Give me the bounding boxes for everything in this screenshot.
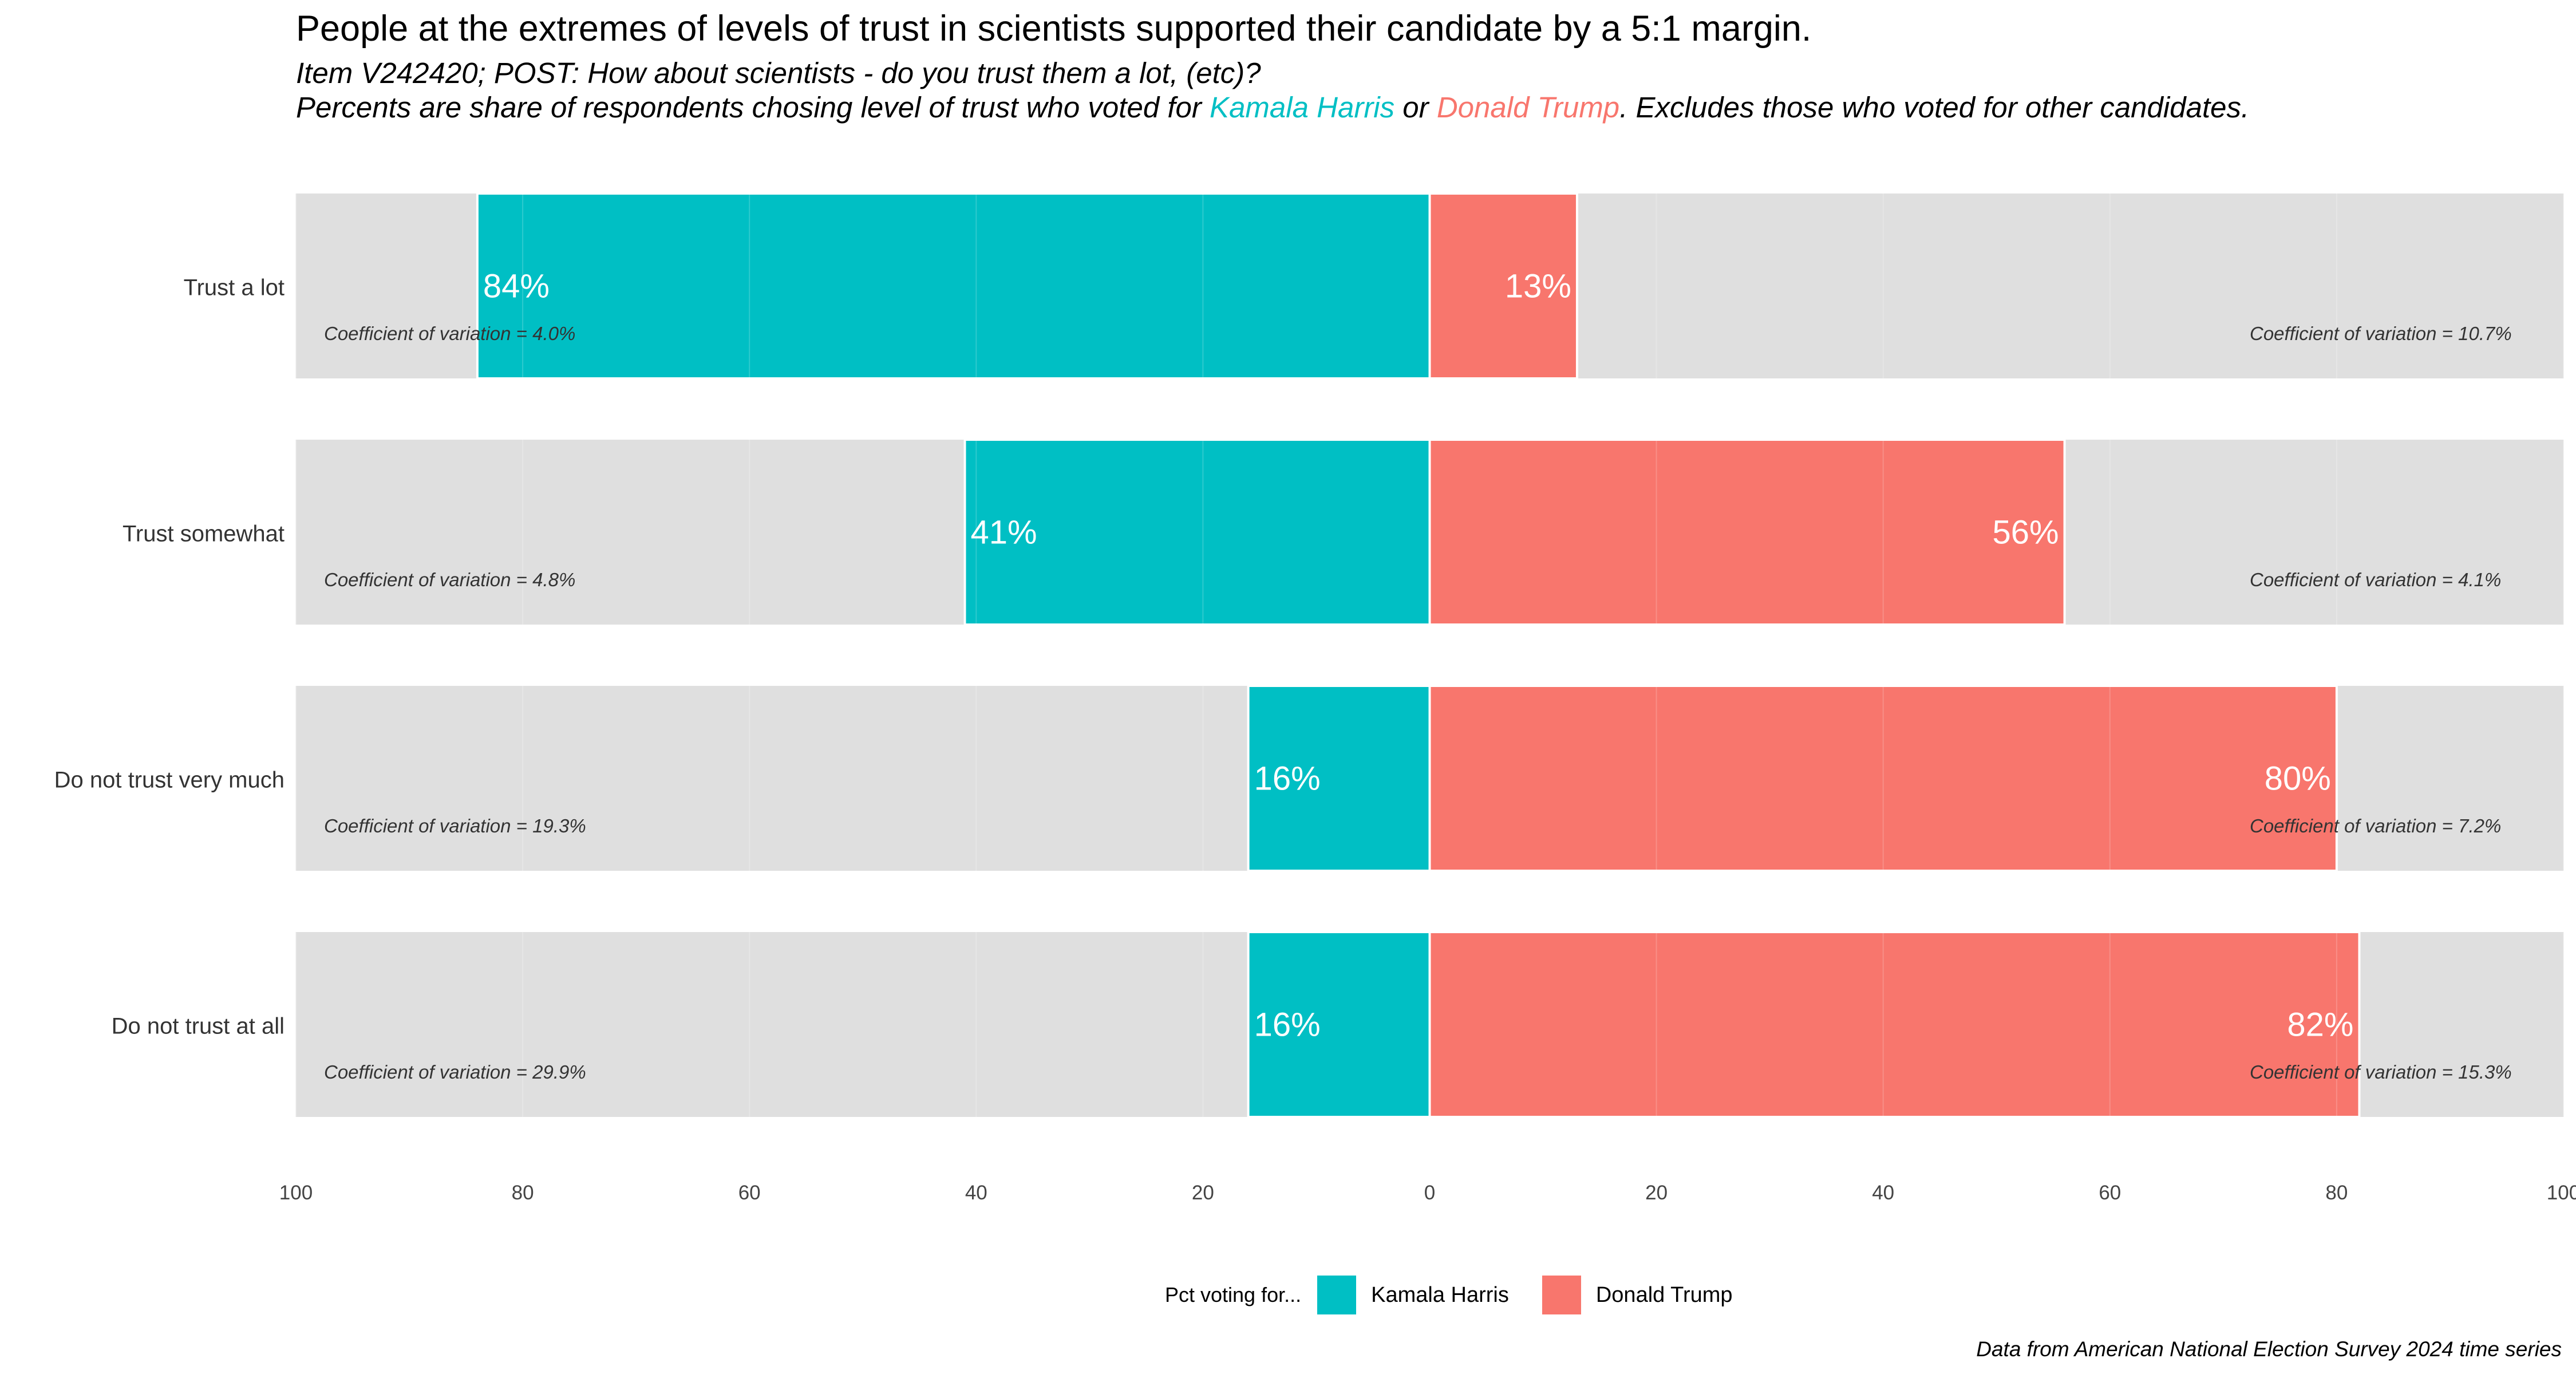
bar-harris bbox=[963, 439, 1431, 626]
subtitle-text-pre: Percents are share of respondents chosin… bbox=[296, 91, 1210, 124]
cv-annotation-trump: Coefficient of variation = 10.7% bbox=[2250, 323, 2512, 344]
category-label: Trust a lot bbox=[184, 275, 285, 301]
bar-trump bbox=[1428, 685, 2338, 872]
category-label: Do not trust at all bbox=[112, 1014, 285, 1039]
bar-harris bbox=[476, 192, 1431, 380]
x-tick-label: 20 bbox=[1192, 1182, 1214, 1204]
legend: Pct voting for... Kamala Harris Donald T… bbox=[1165, 1276, 1750, 1314]
x-tick-label: 0 bbox=[1424, 1182, 1435, 1204]
subtitle-trump-name: Donald Trump bbox=[1436, 91, 1620, 124]
cv-annotation-harris: Coefficient of variation = 4.0% bbox=[324, 323, 575, 344]
x-tick-label: 60 bbox=[2099, 1182, 2121, 1204]
cv-annotation-harris: Coefficient of variation = 4.8% bbox=[324, 569, 575, 590]
bar-trump bbox=[1428, 931, 2361, 1118]
data-label-harris: 16% bbox=[1254, 1006, 1321, 1044]
legend-title: Pct voting for... bbox=[1165, 1283, 1302, 1306]
cv-annotation-trump: Coefficient of variation = 7.2% bbox=[2250, 815, 2501, 836]
data-label-trump: 13% bbox=[1505, 268, 1571, 305]
subtitle-text-post: . Excludes those who voted for other can… bbox=[1619, 91, 2250, 124]
x-tick-label: 20 bbox=[1645, 1182, 1668, 1204]
x-tick-label: 40 bbox=[965, 1182, 987, 1204]
x-tick-label: 100 bbox=[279, 1182, 313, 1204]
x-tick-label: 80 bbox=[512, 1182, 534, 1204]
data-label-harris: 41% bbox=[970, 514, 1037, 551]
chart-subtitle-line1: Item V242420; POST: How about scientists… bbox=[296, 57, 1261, 89]
x-tick-label: 100 bbox=[2547, 1182, 2576, 1204]
diverging-bar-chart: 84% 13% Coefficient of variation = 4.0% Coe… bbox=[54, 192, 2576, 1204]
data-label-harris: 84% bbox=[483, 268, 550, 305]
legend-key-harris bbox=[1317, 1276, 1357, 1314]
subtitle-text-mid: or bbox=[1394, 91, 1437, 124]
legend-key-trump bbox=[1542, 1276, 1581, 1314]
cv-annotation-trump: Coefficient of variation = 4.1% bbox=[2250, 569, 2501, 590]
x-tick-label: 40 bbox=[1872, 1182, 1894, 1204]
cv-annotation-trump: Coefficient of variation = 15.3% bbox=[2250, 1061, 2512, 1083]
x-tick-label: 80 bbox=[2325, 1182, 2348, 1204]
bar-trump bbox=[1428, 192, 1578, 380]
data-label-harris: 16% bbox=[1254, 760, 1321, 797]
data-label-trump: 82% bbox=[2287, 1006, 2353, 1044]
bar-harris bbox=[1247, 931, 1431, 1118]
category-label: Do not trust very much bbox=[54, 768, 285, 793]
legend-label-harris: Kamala Harris bbox=[1371, 1282, 1509, 1307]
bar-trump bbox=[1428, 439, 2066, 626]
category-label: Trust somewhat bbox=[123, 522, 285, 547]
x-tick-label: 60 bbox=[738, 1182, 761, 1204]
chart-caption: Data from American National Election Sur… bbox=[1976, 1337, 2562, 1361]
subtitle-harris-name: Kamala Harris bbox=[1210, 91, 1395, 124]
cv-annotation-harris: Coefficient of variation = 19.3% bbox=[324, 815, 586, 836]
legend-label-trump: Donald Trump bbox=[1595, 1282, 1733, 1307]
bar-harris bbox=[1247, 685, 1431, 872]
data-label-trump: 80% bbox=[2265, 760, 2331, 797]
data-label-trump: 56% bbox=[1992, 514, 2059, 551]
cv-annotation-harris: Coefficient of variation = 29.9% bbox=[324, 1061, 586, 1083]
chart-title: People at the extremes of levels of trus… bbox=[296, 9, 1812, 49]
chart-subtitle-line2: Percents are share of respondents chosin… bbox=[296, 90, 2249, 124]
